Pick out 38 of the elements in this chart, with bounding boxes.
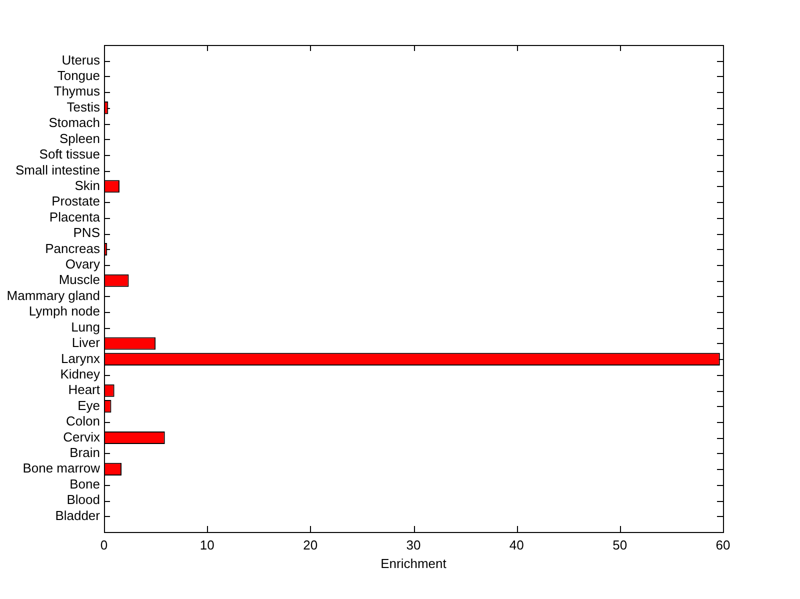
x-tick-label: 10 [200, 537, 214, 552]
y-tick-label: Stomach [48, 115, 100, 130]
y-tick-label: Kidney [60, 366, 100, 382]
x-tick-label: 0 [100, 537, 108, 552]
y-tick-label: Tongue [57, 68, 100, 83]
x-tick-label: 40 [509, 537, 524, 552]
y-tick-label: Eye [78, 398, 100, 413]
y-tick-label: Skin [74, 178, 100, 193]
y-tick-label: Heart [68, 382, 100, 398]
x-axis-title: Enrichment [380, 556, 447, 571]
y-tick-label: PNS [73, 225, 100, 240]
y-tick-label: Small intestine [15, 162, 100, 178]
y-tick-label: Pancreas [45, 240, 100, 256]
y-tick-label: Soft tissue [39, 146, 100, 162]
y-tick-label: Mammary gland [6, 288, 100, 303]
y-tick-label: Colon [66, 414, 100, 429]
y-tick-label: Liver [72, 335, 101, 350]
y-tick-label: Spleen [60, 130, 100, 146]
y-tick-label: Larynx [60, 350, 100, 366]
y-tick-label: Prostate [52, 194, 100, 209]
y-tick-label: Bone marrow [22, 460, 101, 476]
y-tick-label: Placenta [49, 209, 101, 224]
y-tick-label: Lymph node [28, 304, 100, 319]
y-tick-label: Thymus [54, 84, 100, 99]
y-tick-label: Uterus [62, 52, 100, 68]
y-tick-label: Muscle [58, 272, 100, 288]
x-tick-label: 20 [303, 537, 318, 552]
y-tick-label: Bone [70, 476, 100, 492]
y-tick-label: Bladder [55, 508, 101, 523]
y-tick-label: Blood [66, 492, 100, 508]
y-tick-label: Ovary [65, 256, 100, 272]
x-tick-label: 50 [612, 537, 628, 552]
y-tick-label: Cervix [63, 429, 100, 444]
x-tick-label: 30 [406, 537, 421, 552]
x-tick-label: 60 [716, 537, 730, 552]
y-tick-label: Brain [70, 445, 100, 460]
y-tick-label: Testis [66, 99, 100, 114]
y-tick-label: Lung [71, 319, 100, 334]
